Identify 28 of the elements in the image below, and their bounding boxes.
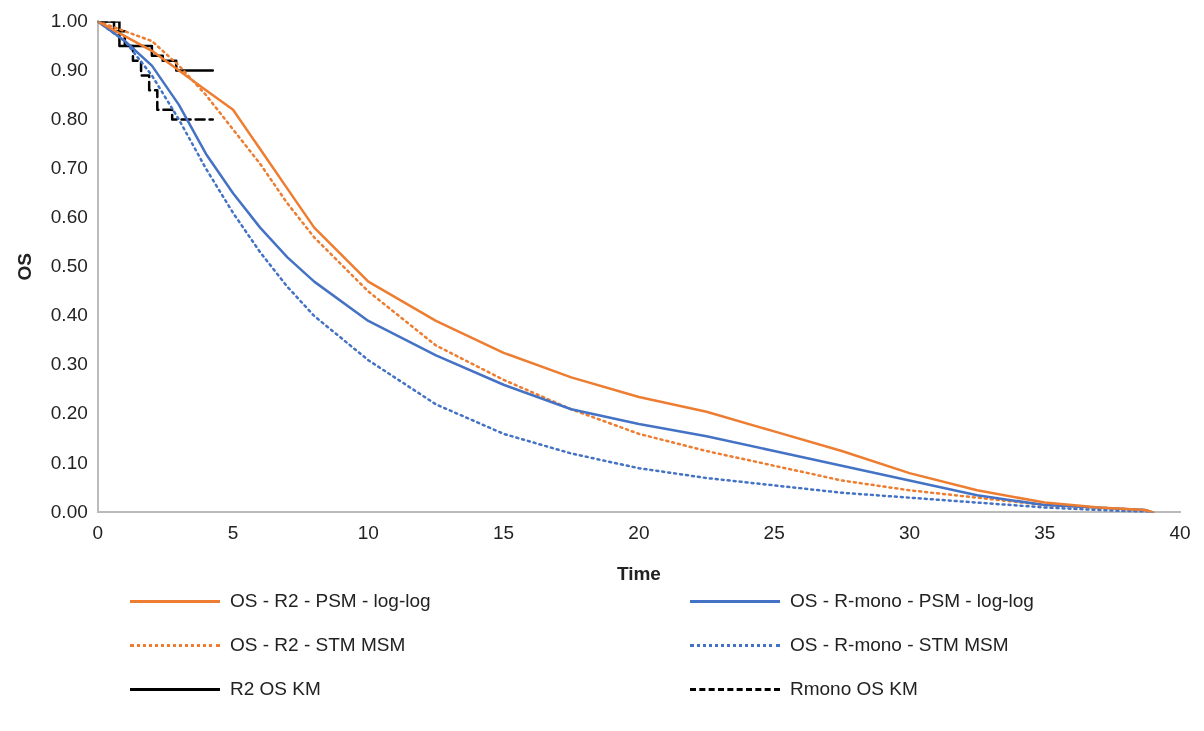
x-tick-label: 30: [898, 522, 921, 544]
x-axis-title: Time: [616, 562, 661, 584]
x-tick-label: 35: [1034, 522, 1056, 544]
y-tick-label: 0.60: [50, 206, 88, 228]
legend-label: OS - R-mono - PSM - log-log: [790, 590, 1034, 612]
y-tick-label: 0.90: [50, 58, 88, 80]
y-tick-label: 1.00: [50, 9, 88, 31]
x-tick-label: 0: [92, 522, 104, 544]
y-tick-label: 0.80: [50, 107, 88, 129]
legend-label: OS - R2 - STM MSM: [230, 634, 406, 656]
y-axis-title: OS: [13, 253, 35, 281]
legend-label: OS - R2 - PSM - log-log: [230, 590, 431, 612]
x-tick-label: 5: [227, 522, 239, 544]
x-tick-label: 10: [357, 522, 379, 544]
x-tick-label: 20: [628, 522, 650, 544]
legend-label: R2 OS KM: [230, 678, 321, 700]
y-tick-label: 0.50: [50, 255, 88, 277]
y-tick-label: 0.20: [50, 402, 88, 424]
y-tick-label: 0.70: [50, 156, 88, 178]
y-tick-label: 0.30: [50, 353, 88, 375]
y-tick-label: 0.00: [50, 500, 88, 522]
legend-label: Rmono OS KM: [790, 678, 918, 700]
y-tick-label: 0.40: [50, 304, 88, 326]
x-tick-label: 40: [1169, 522, 1191, 544]
x-tick-label: 15: [493, 522, 515, 544]
x-tick-label: 25: [763, 522, 785, 544]
y-tick-label: 0.10: [50, 451, 88, 473]
legend-label: OS - R-mono - STM MSM: [790, 634, 1009, 656]
